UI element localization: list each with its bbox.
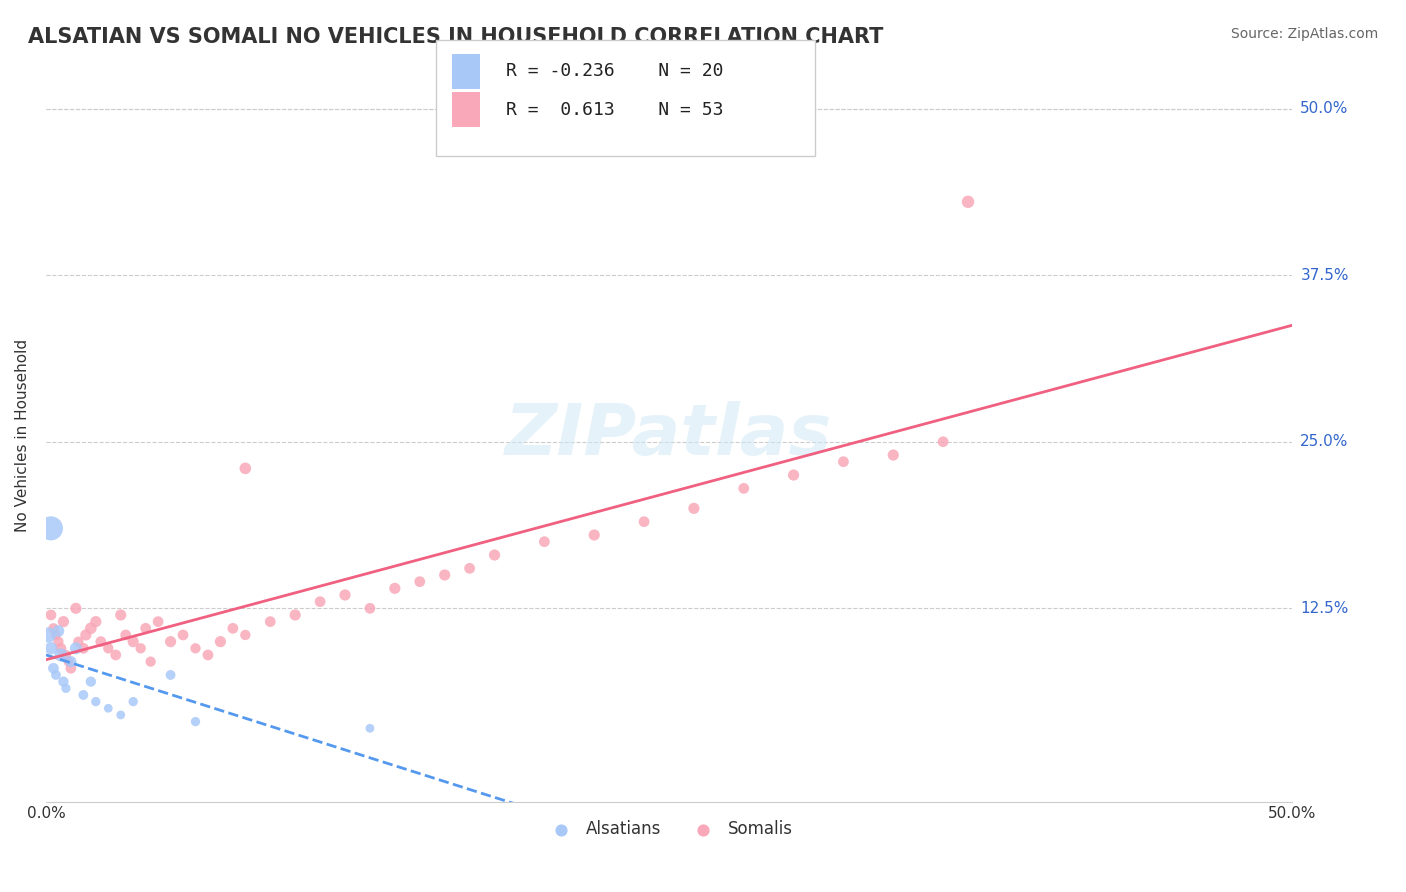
Point — [733, 481, 755, 495]
Point — [233, 628, 256, 642]
Point — [384, 582, 406, 596]
Point — [110, 708, 132, 723]
Point — [135, 621, 157, 635]
Point — [309, 594, 332, 608]
Point — [65, 601, 87, 615]
Point — [146, 615, 169, 629]
Point — [45, 628, 67, 642]
Text: 50.0%: 50.0% — [1301, 101, 1348, 116]
Text: 12.5%: 12.5% — [1301, 601, 1348, 615]
Point — [122, 695, 145, 709]
Point — [159, 668, 181, 682]
Point — [533, 534, 555, 549]
Point — [458, 561, 481, 575]
Point — [172, 628, 194, 642]
Text: R =  0.613    N = 53: R = 0.613 N = 53 — [506, 101, 724, 119]
Point — [433, 568, 456, 582]
Point — [39, 521, 62, 535]
Point — [139, 655, 162, 669]
Legend: Alsatians, Somalis: Alsatians, Somalis — [538, 814, 800, 845]
Point — [75, 628, 97, 642]
Point — [359, 601, 381, 615]
Point — [683, 501, 706, 516]
Point — [122, 634, 145, 648]
Point — [42, 621, 65, 635]
Text: R = -0.236    N = 20: R = -0.236 N = 20 — [506, 62, 724, 80]
Point — [129, 641, 152, 656]
Y-axis label: No Vehicles in Household: No Vehicles in Household — [15, 338, 30, 532]
Point — [48, 634, 70, 648]
Point — [52, 674, 75, 689]
Point — [882, 448, 904, 462]
Point — [59, 661, 82, 675]
Point — [633, 515, 655, 529]
Point — [932, 434, 955, 449]
Point — [55, 648, 77, 662]
Point — [72, 641, 94, 656]
Point — [184, 641, 207, 656]
Point — [55, 681, 77, 696]
Point — [583, 528, 606, 542]
Point — [333, 588, 356, 602]
Point — [65, 641, 87, 656]
Point — [72, 688, 94, 702]
Point — [159, 634, 181, 648]
Point — [222, 621, 245, 635]
Text: ALSATIAN VS SOMALI NO VEHICLES IN HOUSEHOLD CORRELATION CHART: ALSATIAN VS SOMALI NO VEHICLES IN HOUSEH… — [28, 27, 883, 46]
Point — [58, 655, 80, 669]
Point — [90, 634, 112, 648]
Point — [110, 607, 132, 622]
Point — [259, 615, 281, 629]
Point — [114, 628, 136, 642]
Point — [209, 634, 232, 648]
Point — [359, 721, 381, 735]
Point — [80, 621, 103, 635]
Point — [782, 468, 804, 483]
Point — [42, 661, 65, 675]
Point — [39, 607, 62, 622]
Point — [197, 648, 219, 662]
Point — [80, 674, 103, 689]
Point — [37, 628, 59, 642]
Point — [104, 648, 127, 662]
Point — [45, 668, 67, 682]
Text: Source: ZipAtlas.com: Source: ZipAtlas.com — [1230, 27, 1378, 41]
Point — [67, 634, 90, 648]
Point — [84, 615, 107, 629]
Point — [409, 574, 432, 589]
Text: ZIPatlas: ZIPatlas — [505, 401, 832, 469]
Point — [956, 194, 979, 209]
Point — [48, 624, 70, 638]
Point — [832, 455, 855, 469]
Point — [97, 641, 120, 656]
Point — [52, 615, 75, 629]
Point — [49, 641, 72, 656]
Point — [184, 714, 207, 729]
Point — [39, 641, 62, 656]
Point — [233, 461, 256, 475]
Point — [59, 655, 82, 669]
Point — [484, 548, 506, 562]
Point — [97, 701, 120, 715]
Point — [49, 648, 72, 662]
Point — [84, 695, 107, 709]
Point — [284, 607, 307, 622]
Text: 37.5%: 37.5% — [1301, 268, 1348, 283]
Text: 25.0%: 25.0% — [1301, 434, 1348, 450]
